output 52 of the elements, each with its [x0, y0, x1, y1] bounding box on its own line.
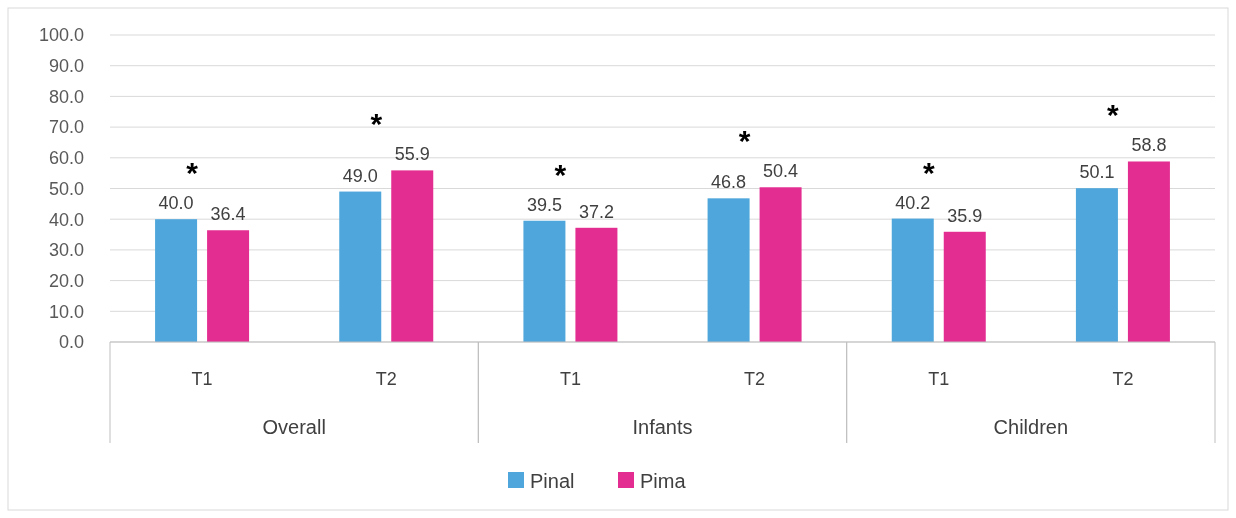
- bar: [1075, 188, 1118, 342]
- x-tick-label: T1: [559, 369, 581, 389]
- y-tick-label: 0.0: [58, 332, 84, 353]
- annotation: *: [370, 107, 383, 141]
- bar: [575, 227, 618, 342]
- data-label: 55.9: [394, 144, 430, 165]
- data-label: 49.0: [342, 165, 378, 186]
- y-tick-label: 90.0: [48, 56, 84, 76]
- data-label: 39.5: [526, 194, 562, 215]
- data-label: 58.8: [1131, 135, 1167, 156]
- bar: [339, 191, 382, 342]
- annotation: *: [186, 156, 199, 190]
- x-tick-label: T2: [744, 369, 766, 389]
- data-label: 40.2: [895, 192, 931, 213]
- x-tick-label: T2: [1112, 369, 1134, 389]
- bar: [891, 218, 934, 342]
- annotation: *: [554, 157, 567, 191]
- x-tick-label: T1: [191, 369, 213, 389]
- annotation: *: [1107, 98, 1120, 132]
- y-tick-label: 80.0: [48, 86, 84, 107]
- y-tick-label: 20.0: [48, 270, 84, 291]
- y-tick-label: 10.0: [48, 301, 84, 322]
- data-label: 35.9: [947, 205, 983, 226]
- data-label: 40.0: [158, 193, 194, 214]
- annotation: *: [738, 124, 751, 158]
- bar: [207, 230, 250, 342]
- data-label: 36.4: [210, 204, 246, 225]
- y-tick-label: 40.0: [48, 209, 84, 230]
- bar: [759, 187, 802, 342]
- text: Children: [993, 416, 1069, 438]
- y-tick-label: 60.0: [48, 148, 84, 169]
- data-label: 50.4: [763, 161, 799, 182]
- bar: [707, 198, 750, 342]
- bar: [391, 170, 434, 342]
- text: Infants: [632, 416, 693, 438]
- x-tick-label: T2: [375, 369, 397, 389]
- data-label: 50.1: [1079, 162, 1115, 183]
- legend-label: Pima: [640, 470, 687, 492]
- x-tick-label: T1: [928, 369, 950, 389]
- y-tick-label: 70.0: [48, 117, 84, 138]
- y-tick-label: 100.0: [38, 25, 84, 46]
- data-label: 46.8: [711, 172, 747, 193]
- bar: [1127, 161, 1170, 342]
- text: Overall: [262, 416, 326, 438]
- bar: [523, 220, 566, 342]
- legend-label: Pinal: [530, 470, 575, 492]
- y-tick-label: 30.0: [48, 240, 84, 261]
- bar: [943, 231, 986, 342]
- annotation: *: [922, 155, 935, 189]
- y-tick-label: 50.0: [48, 178, 84, 199]
- bar: [155, 219, 198, 342]
- data-label: 37.2: [578, 201, 614, 222]
